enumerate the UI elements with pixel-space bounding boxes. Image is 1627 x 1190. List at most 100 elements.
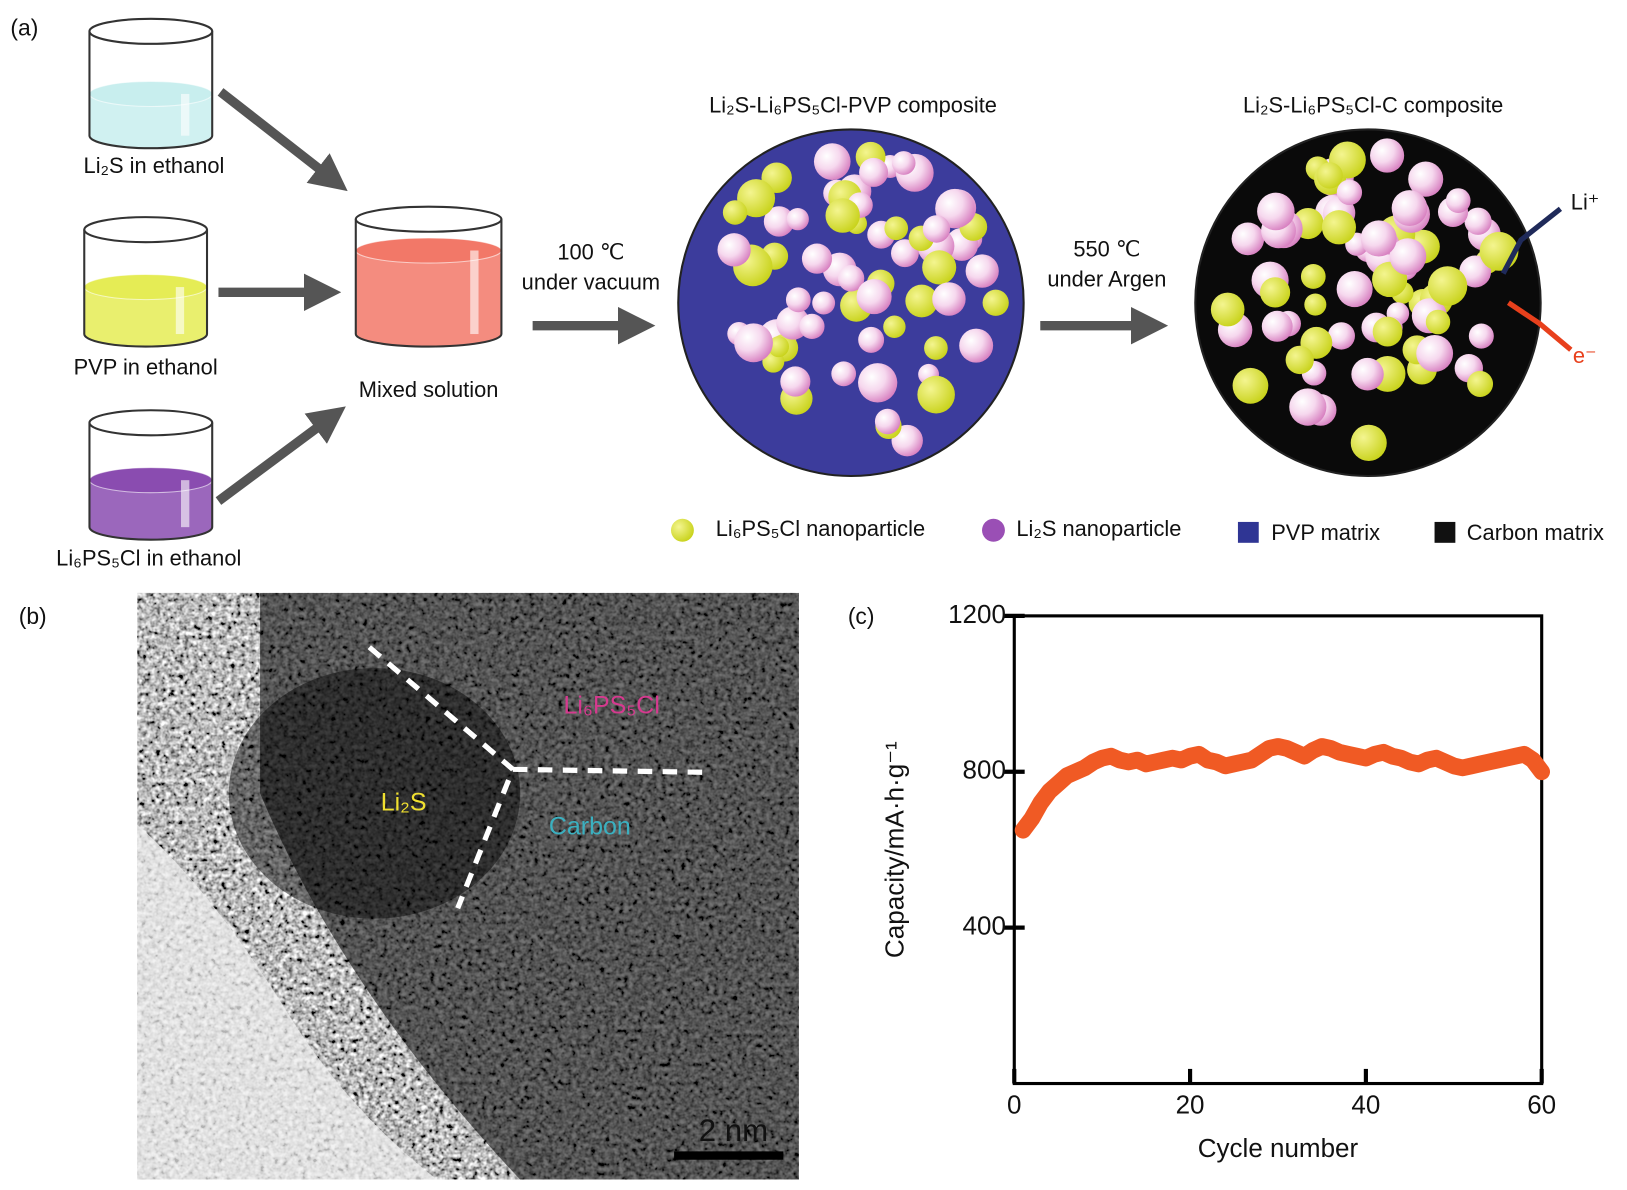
particle (831, 361, 857, 387)
rim (354, 205, 503, 233)
particle (982, 289, 1009, 316)
scale-bar (674, 1151, 784, 1160)
x-axis-label: Cycle number (1198, 1133, 1359, 1163)
particle (917, 375, 955, 414)
label: (a) (10, 14, 38, 40)
particle (801, 243, 833, 274)
particle (1336, 179, 1363, 206)
rim (83, 216, 209, 244)
particle (858, 363, 898, 403)
label: Carbon matrix (1467, 520, 1604, 545)
particle (874, 408, 901, 435)
particle (924, 336, 948, 360)
label: 100 ℃ (557, 239, 624, 264)
label: 550 ℃ (1073, 236, 1140, 261)
label: Li₂S (381, 788, 427, 816)
particle (737, 179, 776, 218)
particle (799, 313, 825, 340)
tem-li2s (228, 668, 521, 919)
wall (354, 219, 503, 348)
y-tick-label: 400 (963, 910, 1006, 940)
particle (1468, 323, 1494, 349)
particle (1427, 266, 1468, 306)
particle (1257, 192, 1295, 231)
particle (1459, 255, 1492, 288)
particle (1321, 210, 1357, 245)
label: PVP matrix (1271, 520, 1380, 545)
label: under Argen (1047, 267, 1166, 292)
particle (1350, 424, 1387, 461)
particle (785, 287, 811, 313)
tem-light (137, 824, 437, 1180)
particle (786, 207, 809, 231)
label: Li₆PS₅Cl (563, 691, 659, 719)
particle (1445, 188, 1471, 213)
particle (1285, 345, 1314, 375)
particle (883, 315, 906, 339)
x-tick-label: 60 (1527, 1089, 1556, 1119)
y-tick-label: 1200 (948, 599, 1006, 629)
liquid-top (355, 237, 502, 264)
liquid-top (88, 80, 213, 107)
particle (1300, 264, 1326, 289)
particle (837, 265, 865, 292)
label: Li₆PS₅Cl in ethanol (56, 545, 241, 570)
y-tick-label: 800 (963, 755, 1006, 785)
beaker (88, 409, 214, 541)
legend-mark (670, 518, 694, 542)
x-tick-label: 40 (1351, 1089, 1380, 1119)
particle (1391, 190, 1428, 226)
particle (965, 254, 999, 288)
particle (1231, 222, 1265, 256)
wall (88, 422, 214, 541)
particle (905, 284, 939, 318)
label: under vacuum (522, 270, 660, 295)
legend-mark (982, 518, 1005, 542)
liquid-top (83, 274, 208, 301)
label: PVP in ethanol (74, 354, 218, 379)
wall (83, 229, 209, 348)
label: Li⁺ (1571, 189, 1600, 214)
plot-frame (1012, 614, 1544, 1086)
tem-dark (260, 592, 799, 1180)
beaker (83, 216, 209, 348)
glare (181, 93, 190, 136)
rim (88, 17, 214, 45)
rim (88, 409, 214, 437)
particle (856, 278, 892, 315)
particle (922, 250, 957, 285)
label: Li₂S-Li₆PS₅Cl-C composite (1243, 92, 1503, 117)
tem-image (137, 592, 799, 1180)
particle (1210, 292, 1245, 327)
y-axis-label: Capacity/mA·h·g⁻¹ (880, 741, 910, 958)
glare (175, 287, 185, 335)
particle (1261, 310, 1293, 342)
legend-mark (1434, 521, 1456, 543)
particle (825, 198, 860, 233)
particle (1372, 316, 1403, 347)
label: Li₂S nanoparticle (1016, 516, 1181, 541)
particle (1370, 138, 1405, 173)
particle (1360, 220, 1397, 257)
arrow (217, 88, 348, 192)
particle (1416, 334, 1454, 372)
arrow (215, 406, 346, 505)
particle (780, 366, 811, 397)
particle (717, 233, 751, 267)
particle (1464, 207, 1492, 235)
glare (181, 480, 190, 528)
wall (88, 31, 214, 150)
label: Mixed solution (359, 377, 499, 402)
particle (858, 326, 885, 353)
particle (1260, 277, 1291, 308)
label: Li₆PS₅Cl nanoparticle (716, 516, 925, 541)
label: (c) (848, 603, 875, 629)
glare (470, 250, 479, 335)
particle (932, 282, 966, 316)
legend-mark (1237, 521, 1259, 543)
particle (1232, 367, 1269, 404)
label: Li₂S-Li₆PS₅Cl-PVP composite (709, 92, 997, 117)
particle (768, 336, 790, 358)
particle (722, 200, 748, 225)
